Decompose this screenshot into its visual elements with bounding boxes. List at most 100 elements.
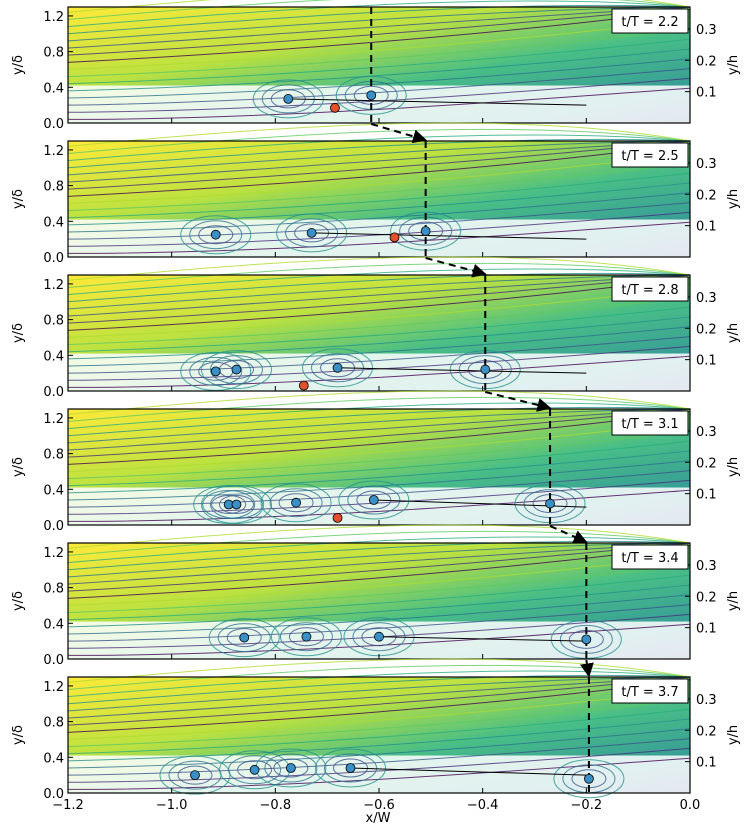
vortex-streamline [202, 489, 256, 519]
streamline [67, 402, 691, 430]
streamline [67, 542, 691, 592]
connector-arrow [425, 257, 487, 278]
vortex-core-marker [368, 495, 379, 505]
vortex-core-marker [366, 90, 377, 101]
vortex-core-marker [545, 498, 555, 509]
y-tick-label-right: 0.3 [696, 291, 717, 306]
vortex-streamline [200, 350, 272, 390]
y-tick-label-right: 0.3 [696, 559, 717, 574]
streamline [67, 0, 691, 20]
vortex-core-marker [291, 497, 301, 508]
vortex-streamline [200, 484, 272, 524]
streamline [67, 411, 691, 465]
streamline [67, 140, 691, 190]
y-tick-label-left: 0.8 [43, 314, 64, 329]
vortex-streamline [264, 753, 318, 783]
vortex-streamline [338, 480, 410, 520]
streamline [67, 623, 691, 656]
time-label-box [611, 8, 689, 34]
streamlines [67, 256, 691, 391]
y-tick-label-left: 0.4 [43, 483, 64, 498]
streamline [67, 274, 691, 317]
vortex-streamline [218, 494, 254, 514]
y-tick-label-right: 0.1 [696, 622, 717, 637]
saddle-point-marker [298, 380, 309, 391]
vortex-core-marker [190, 770, 200, 781]
y-tick-label-left: 0.4 [43, 751, 64, 766]
streamline [67, 355, 691, 388]
vortex-streamline [198, 225, 234, 245]
streamlines [67, 390, 691, 524]
streamline [67, 564, 691, 614]
streamline [67, 128, 691, 154]
streamline [67, 430, 691, 480]
vortex-streamline [285, 218, 339, 248]
streamline [67, 316, 691, 360]
vortex-streamline [226, 628, 262, 648]
streamline [67, 152, 691, 204]
vortex-streamline [553, 759, 625, 799]
x-tick-label: −1.2 [52, 798, 84, 813]
y-tick-label-right: 0.3 [696, 425, 717, 440]
streamline [67, 540, 691, 571]
streamline [67, 272, 691, 303]
y-tick-label-right: 0.2 [696, 724, 717, 739]
time-label: t/T = 2.5 [621, 149, 678, 164]
streamline [67, 274, 691, 324]
streamline [67, 406, 691, 437]
y-axis-label-left: y/δ [11, 457, 26, 477]
streamline [67, 140, 691, 183]
vortex-streamline [180, 351, 252, 391]
streamline [67, 336, 691, 374]
y-tick-label-left: 0.0 [43, 787, 64, 802]
panel-5: 0.0 0.4 0.8 1.2 0.1 0.2 0.3 y/δ y/h t/T = 3.4 [11, 524, 741, 668]
vortex-streamline [228, 755, 282, 785]
streamline [67, 676, 691, 726]
vortex-core-marker [210, 229, 221, 240]
vortex-streamline [311, 353, 365, 383]
y-tick-label-left: 0.8 [43, 716, 64, 731]
streamline [67, 172, 691, 219]
streamline [67, 306, 691, 353]
streamline [67, 0, 691, 13]
connector-arrow [485, 391, 552, 412]
time-label-box [611, 276, 689, 302]
y-axis-label-left: y/δ [11, 189, 26, 209]
streamline [67, 4, 691, 35]
connector-arrow [549, 525, 588, 544]
vortex-core-marker [231, 364, 242, 375]
streamline [67, 134, 691, 162]
near-wall-region [68, 487, 690, 525]
streamline [67, 6, 691, 49]
streamline [67, 396, 691, 422]
time-label: t/T = 3.7 [621, 685, 678, 700]
y-tick-label-right: 0.1 [696, 354, 717, 369]
x-tick-label: −0.6 [363, 798, 395, 813]
streamline [67, 6, 691, 56]
vortex-core-marker [285, 763, 296, 773]
x-tick-label: −0.2 [571, 798, 603, 813]
streamline [67, 584, 691, 628]
streamline [67, 122, 691, 147]
streamline [67, 6, 691, 42]
time-label: t/T = 2.2 [621, 15, 678, 30]
streamline [67, 542, 691, 578]
streamline [67, 138, 691, 169]
vortex-streamline [352, 622, 406, 652]
vortex-core-marker [584, 773, 594, 784]
streamline [67, 58, 691, 99]
y-tick-label-right: 0.3 [696, 693, 717, 708]
streamline [67, 87, 691, 120]
streamline [67, 679, 691, 733]
y-tick-label-left: 0.0 [43, 519, 64, 534]
y-tick-label-right: 0.2 [696, 456, 717, 471]
vortex-streamline [269, 488, 323, 518]
panels: 0.00.40.81.20.10.20.3y/δ y/ht/T = 2.20.00… [11, 0, 741, 802]
streamline [67, 676, 691, 712]
y-tick-label-left: 1.2 [43, 680, 64, 695]
vortex-streamline [189, 220, 243, 250]
vortex-streamline [332, 758, 368, 778]
streamline [67, 48, 691, 92]
y-axis-label-right: y/h [726, 725, 741, 745]
streamline [67, 408, 691, 444]
